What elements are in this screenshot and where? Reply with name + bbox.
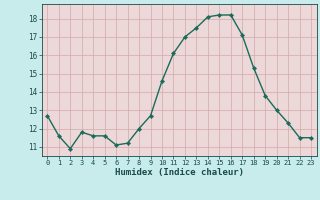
- X-axis label: Humidex (Indice chaleur): Humidex (Indice chaleur): [115, 168, 244, 177]
